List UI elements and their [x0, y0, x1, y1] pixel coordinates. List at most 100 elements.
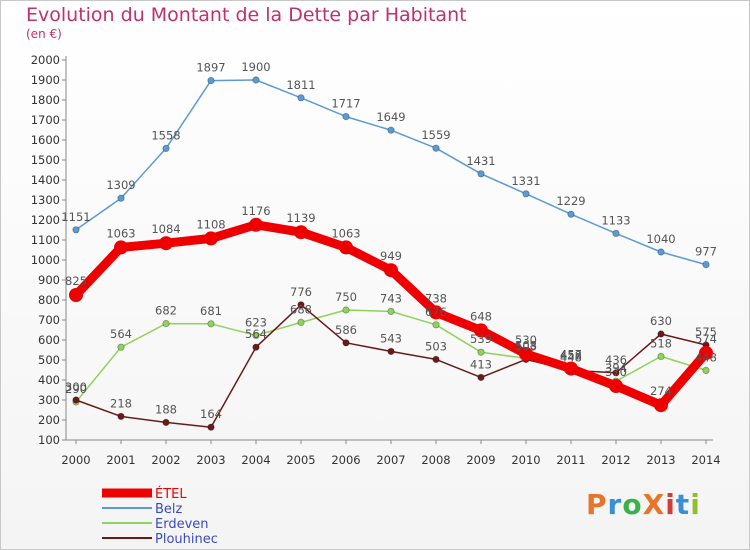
data-label: 682: [155, 304, 177, 318]
axes: 1002003004005006007008009001000110012001…: [31, 53, 721, 467]
data-label: 688: [290, 302, 312, 316]
data-label: 825: [65, 274, 87, 288]
data-point: [207, 423, 215, 431]
x-tick-label: 2004: [241, 453, 270, 467]
data-point: [654, 398, 668, 413]
data-label: 300: [65, 380, 87, 394]
x-tick-label: 2005: [286, 453, 315, 467]
data-label: 1229: [556, 194, 585, 208]
data-point: [387, 126, 395, 134]
data-point: [342, 113, 350, 121]
data-point: [162, 418, 170, 426]
data-point: [657, 330, 665, 338]
data-label: 1558: [151, 128, 180, 142]
data-point: [339, 240, 353, 255]
data-point: [117, 194, 125, 202]
data-label: 1559: [421, 128, 450, 142]
y-tick-label: 1300: [31, 193, 60, 207]
x-tick-label: 2010: [511, 453, 540, 467]
data-label: 1431: [466, 154, 495, 168]
data-point: [207, 320, 215, 328]
data-label: 648: [470, 309, 492, 323]
data-label: 274: [650, 384, 672, 398]
data-label: 503: [515, 339, 537, 353]
x-tick-label: 2014: [691, 453, 720, 467]
x-tick-label: 2000: [61, 453, 90, 467]
y-tick-label: 2000: [31, 53, 60, 67]
legend-label: ÉTEL: [155, 486, 187, 502]
data-label: 1717: [331, 97, 360, 111]
data-label: 394: [605, 361, 627, 375]
data-label: 750: [335, 290, 357, 304]
y-tick-label: 1200: [31, 213, 60, 227]
data-point: [117, 343, 125, 351]
data-label: 1897: [196, 61, 225, 75]
data-point: [522, 190, 530, 198]
data-label: 458: [560, 348, 582, 362]
x-tick-label: 2007: [376, 453, 405, 467]
data-label: 1331: [511, 174, 540, 188]
data-point: [702, 366, 710, 374]
data-point: [207, 77, 215, 85]
data-point: [204, 231, 218, 246]
x-tick-label: 2011: [556, 453, 585, 467]
data-point: [117, 412, 125, 420]
data-point: [162, 319, 170, 328]
data-point: [429, 305, 443, 320]
data-label: 564: [245, 327, 267, 341]
chart-title: Evolution du Montant de la Dette par Hab…: [26, 4, 467, 26]
data-point: [252, 343, 260, 351]
data-point: [699, 346, 713, 360]
data-point: [297, 94, 305, 102]
data-point: [612, 369, 620, 377]
data-label: 164: [200, 407, 222, 421]
data-label: 1811: [286, 78, 315, 92]
data-label: 1151: [61, 210, 90, 224]
data-label: 977: [695, 245, 717, 259]
data-label: 1133: [601, 213, 630, 227]
data-point: [69, 288, 83, 302]
legend-label: Belz: [155, 502, 183, 517]
data-label: 188: [155, 402, 177, 416]
data-label: 448: [560, 350, 582, 364]
data-label: 1040: [646, 232, 675, 246]
data-label: 1139: [286, 211, 315, 225]
y-tick-label: 1100: [31, 233, 60, 247]
data-point: [432, 321, 440, 329]
data-point: [609, 379, 623, 393]
data-point: [657, 352, 665, 360]
y-tick-label: 400: [38, 373, 60, 387]
data-point: [249, 217, 263, 232]
data-point: [294, 225, 308, 240]
y-tick-label: 700: [38, 313, 60, 327]
data-label: 1063: [106, 226, 135, 240]
y-tick-label: 800: [38, 293, 60, 307]
data-label: 776: [290, 285, 312, 299]
data-point: [384, 263, 398, 278]
data-point: [159, 236, 173, 251]
data-point: [432, 355, 440, 363]
data-label: 564: [110, 327, 132, 341]
data-point: [477, 373, 485, 381]
data-label: 413: [470, 357, 492, 371]
data-label: 503: [425, 339, 447, 353]
y-tick-label: 300: [38, 393, 60, 407]
data-label: 630: [650, 314, 672, 328]
data-point: [612, 229, 620, 237]
y-tick-label: 900: [38, 273, 60, 287]
data-label: 508: [515, 338, 537, 352]
data-point: [477, 170, 485, 178]
data-point: [162, 144, 170, 152]
x-tick-label: 2002: [151, 453, 180, 467]
data-labels: 1151 1309 1558 1897 1900 1811 1717 1649 1559 1431…: [61, 60, 717, 421]
data-label: 586: [335, 323, 357, 337]
data-label: 543: [380, 331, 402, 345]
data-label: 1084: [151, 222, 180, 236]
data-point: [297, 318, 305, 326]
y-tick-label: 1600: [31, 133, 60, 147]
y-tick-label: 1000: [31, 253, 60, 267]
data-point: [432, 144, 440, 152]
data-point: [114, 240, 128, 255]
